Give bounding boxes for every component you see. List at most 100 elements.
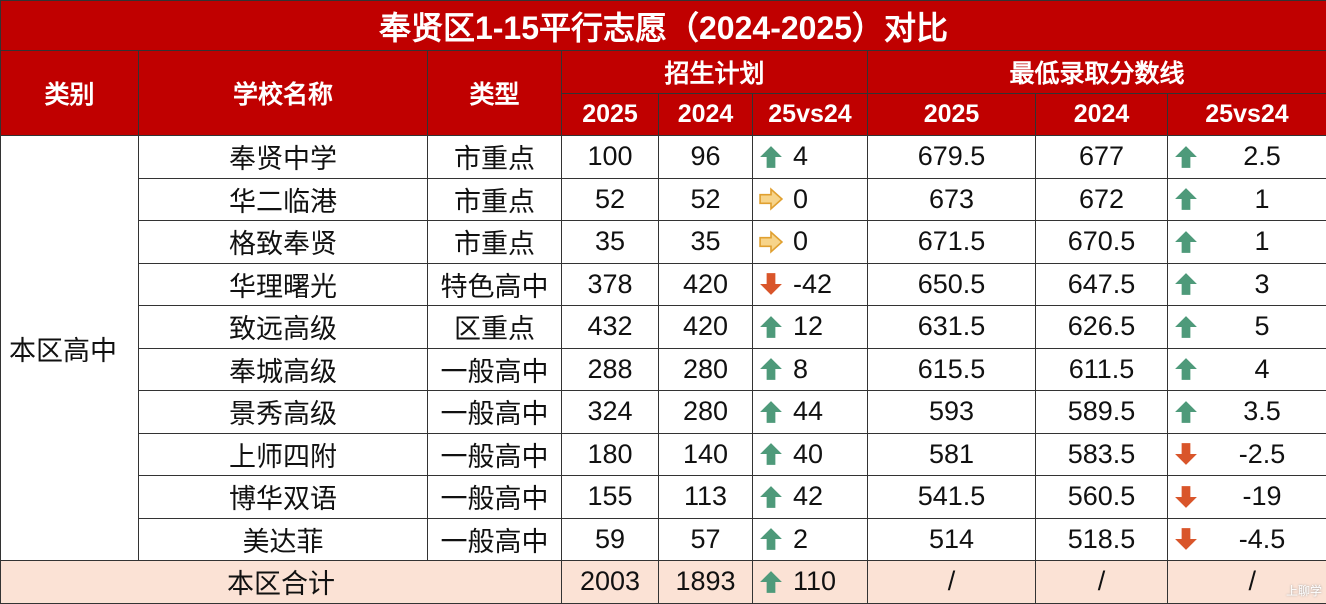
number-cell: 626.5 xyxy=(1036,306,1168,349)
diff-value: 8 xyxy=(793,354,808,385)
header-cell: 类别 xyxy=(1,51,139,136)
trend-icon xyxy=(759,400,783,424)
trend-icon xyxy=(759,485,783,509)
diff-wrap: 42 xyxy=(753,481,867,512)
school-cell: 致远高级 xyxy=(139,306,428,349)
type-cell: 区重点 xyxy=(428,306,562,349)
trend-icon xyxy=(759,442,783,466)
diff-cell: 3.5 xyxy=(1168,391,1326,434)
trend-arrow xyxy=(1175,528,1197,550)
header-cell: 2025 xyxy=(562,94,659,136)
diff-wrap: 1 xyxy=(1168,184,1326,215)
school-cell: 博华双语 xyxy=(139,476,428,519)
diff-value: 12 xyxy=(793,311,823,342)
number-cell: 140 xyxy=(659,433,753,476)
number-cell: 100 xyxy=(562,136,659,179)
trend-arrow xyxy=(1175,146,1197,168)
diff-cell: 2.5 xyxy=(1168,136,1326,179)
number-cell: 593 xyxy=(868,391,1036,434)
diff-wrap: 0 xyxy=(753,226,867,257)
diff-cell: 0 xyxy=(753,178,868,221)
number-cell: 420 xyxy=(659,306,753,349)
diff-value: 2.5 xyxy=(1198,141,1326,172)
trend-arrow xyxy=(760,528,782,550)
trend-icon xyxy=(1174,485,1198,509)
trend-arrow xyxy=(1175,486,1197,508)
number-cell: 670.5 xyxy=(1036,221,1168,264)
school-cell: 美达菲 xyxy=(139,518,428,561)
diff-wrap: 5 xyxy=(1168,311,1326,342)
diff-wrap: 44 xyxy=(753,396,867,427)
trend-icon xyxy=(759,145,783,169)
trend-arrow xyxy=(1175,316,1197,338)
number-cell: 113 xyxy=(659,476,753,519)
diff-value: 5 xyxy=(1198,311,1326,342)
number-cell: 280 xyxy=(659,391,753,434)
type-cell: 市重点 xyxy=(428,178,562,221)
diff-cell: 110 xyxy=(753,561,868,604)
number-cell: 581 xyxy=(868,433,1036,476)
number-cell: 280 xyxy=(659,348,753,391)
number-cell: 57 xyxy=(659,518,753,561)
total-label: 本区合计 xyxy=(1,561,562,604)
type-cell: 一般高中 xyxy=(428,518,562,561)
trend-arrow xyxy=(760,316,782,338)
diff-cell: -4.5 xyxy=(1168,518,1326,561)
diff-value: 40 xyxy=(793,439,823,470)
diff-value: -19 xyxy=(1198,481,1326,512)
trend-arrow xyxy=(1175,401,1197,423)
number-cell: 35 xyxy=(562,221,659,264)
diff-value: 2 xyxy=(793,524,808,555)
number-cell: / xyxy=(868,561,1036,604)
trend-icon xyxy=(1174,145,1198,169)
diff-cell: 4 xyxy=(1168,348,1326,391)
number-cell: 672 xyxy=(1036,178,1168,221)
number-cell: 647.5 xyxy=(1036,263,1168,306)
number-cell: 52 xyxy=(562,178,659,221)
number-cell: 420 xyxy=(659,263,753,306)
school-cell: 景秀高级 xyxy=(139,391,428,434)
school-cell: 格致奉贤 xyxy=(139,221,428,264)
diff-wrap: -2.5 xyxy=(1168,439,1326,470)
trend-icon xyxy=(1174,400,1198,424)
diff-wrap: -42 xyxy=(753,269,867,300)
diff-value: 4 xyxy=(1198,354,1326,385)
diff-wrap: 110 xyxy=(753,566,867,597)
diff-wrap: 1 xyxy=(1168,226,1326,257)
trend-arrow xyxy=(1175,273,1197,295)
school-cell: 华理曙光 xyxy=(139,263,428,306)
header-cell: 学校名称 xyxy=(139,51,428,136)
trend-icon xyxy=(759,187,783,211)
diff-value: -2.5 xyxy=(1198,439,1326,470)
trend-arrow xyxy=(1175,231,1197,253)
diff-value: 0 xyxy=(793,184,808,215)
diff-cell: 42 xyxy=(753,476,868,519)
number-cell: 1893 xyxy=(659,561,753,604)
diff-cell: 44 xyxy=(753,391,868,434)
header-cell: 25vs24 xyxy=(1168,94,1326,136)
trend-arrow xyxy=(760,401,782,423)
number-cell: 378 xyxy=(562,263,659,306)
number-cell: 589.5 xyxy=(1036,391,1168,434)
trend-icon xyxy=(1174,187,1198,211)
diff-value: 3.5 xyxy=(1198,396,1326,427)
trend-arrow xyxy=(760,486,782,508)
diff-value: 44 xyxy=(793,396,823,427)
number-cell: 59 xyxy=(562,518,659,561)
trend-icon xyxy=(759,357,783,381)
diff-cell: -42 xyxy=(753,263,868,306)
title: 奉贤区1-15平行志愿（2024-2025）对比 xyxy=(1,1,1326,51)
diff-wrap: 12 xyxy=(753,311,867,342)
diff-wrap: 2 xyxy=(753,524,867,555)
diff-value: -42 xyxy=(793,269,832,300)
trend-icon xyxy=(759,315,783,339)
number-cell: 560.5 xyxy=(1036,476,1168,519)
